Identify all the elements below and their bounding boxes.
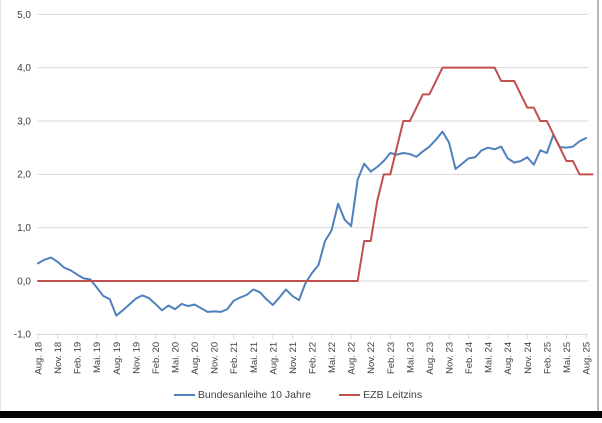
- y-axis-label: 4,0: [17, 63, 31, 74]
- legend-label-ezb-leitzins: EZB Leitzins: [363, 389, 423, 401]
- x-axis-label: Feb. 19: [73, 342, 84, 374]
- x-axis-label: Mai. 24: [484, 342, 495, 373]
- x-axis-label: Aug. 25: [582, 342, 593, 375]
- x-axis-label: Mai. 23: [405, 342, 416, 373]
- x-axis-label: Nov. 24: [523, 342, 534, 374]
- x-axis-label: Aug. 19: [112, 342, 123, 375]
- x-axis-label: Mai. 25: [562, 342, 573, 373]
- bottom-black-bar: [0, 411, 602, 418]
- y-axis-label: 1,0: [17, 223, 31, 234]
- legend-line-marker-red: [339, 393, 361, 397]
- x-axis-label: Feb. 21: [229, 342, 240, 374]
- x-axis-label: Mai. 19: [92, 342, 103, 373]
- legend-label-bundesanleihe: Bundesanleihe 10 Jahre: [197, 389, 312, 401]
- x-axis-label: Aug. 18: [34, 342, 45, 375]
- x-axis-label: Feb. 25: [542, 342, 553, 374]
- x-axis-label: Feb. 22: [308, 342, 319, 374]
- legend-item-ezb-leitzins: EZB Leitzins: [339, 389, 422, 401]
- y-axis-label: 3,0: [17, 116, 31, 127]
- x-axis-label: Aug. 20: [190, 342, 201, 375]
- x-axis-label: Aug. 22: [347, 342, 358, 375]
- left-edge-line: [0, 0, 1, 411]
- x-axis-label: Nov. 18: [53, 342, 64, 374]
- legend-line-marker-blue: [173, 393, 195, 397]
- legend-item-bundesanleihe: Bundesanleihe 10 Jahre: [173, 389, 312, 401]
- x-axis-label: Mai. 20: [171, 342, 182, 373]
- right-edge-line: [597, 0, 599, 411]
- gridlines-layer: [37, 13, 588, 335]
- x-axis-label: Nov. 21: [288, 342, 299, 374]
- x-axis-label: Nov. 22: [366, 342, 377, 374]
- x-axis-label: Aug. 21: [268, 342, 279, 375]
- x-axis-label: Aug. 24: [503, 342, 514, 375]
- x-axis-label: Mai. 21: [249, 342, 260, 373]
- x-axis-label: Feb. 20: [151, 342, 162, 374]
- x-axis-label: Feb. 23: [386, 342, 397, 374]
- x-axis-label: Nov. 20: [210, 342, 221, 374]
- x-axis-ticks-layer: [37, 334, 587, 339]
- x-axis-label: Nov. 19: [131, 342, 142, 374]
- x-axis-label: Feb. 24: [464, 342, 475, 374]
- chart-legend: Bundesanleihe 10 Jahre EZB Leitzins: [0, 387, 596, 403]
- series-lines-layer: [37, 66, 594, 317]
- y-axis-label: 2,0: [17, 170, 31, 181]
- y-axis-label: 0,0: [17, 276, 31, 287]
- y-axis-label: -1,0: [14, 330, 32, 341]
- x-axis-label: Aug. 23: [425, 342, 436, 375]
- y-axis-label: 5,0: [17, 10, 31, 21]
- series-line-bundesanleihe: [37, 130, 587, 317]
- x-axis-label: Mai. 22: [327, 342, 338, 373]
- x-axis-label: Nov. 23: [445, 342, 456, 374]
- series-line-ezb-leitzins: [37, 66, 594, 282]
